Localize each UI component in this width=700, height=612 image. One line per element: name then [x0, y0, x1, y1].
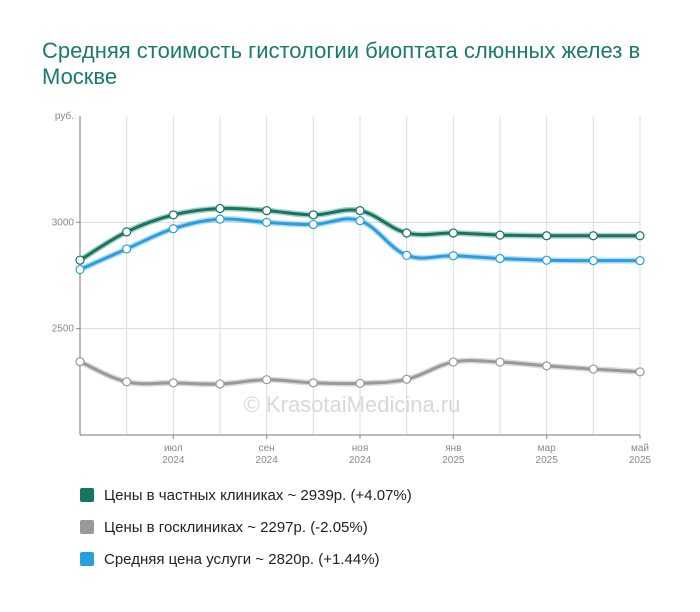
- data-point-average: [215, 214, 225, 224]
- chart-title: Средняя стоимость гистологии биоптата сл…: [42, 38, 641, 89]
- x-tick-label-month: сен: [259, 443, 275, 454]
- data-point-public: [308, 378, 318, 388]
- x-tick-label-month: янв: [445, 443, 461, 454]
- data-point-public: [542, 361, 552, 371]
- x-tick-label-year: 2025: [442, 455, 465, 466]
- data-point-average: [635, 256, 645, 266]
- data-point-average: [588, 256, 598, 266]
- data-point-average: [168, 224, 178, 234]
- data-point-private: [75, 255, 85, 265]
- data-point-average: [402, 250, 412, 260]
- legend: Цены в частных клиниках ~ 2939р. (+4.07%…: [80, 484, 412, 580]
- data-point-public: [168, 378, 178, 388]
- legend-label-public: Цены в госклиниках ~ 2297р. (-2.05%): [104, 518, 368, 536]
- x-tick-label-month: май: [631, 443, 649, 454]
- data-point-private: [402, 228, 412, 238]
- data-point-public: [402, 374, 412, 384]
- data-point-public: [635, 367, 645, 377]
- data-point-private: [262, 206, 272, 216]
- data-point-private: [122, 227, 132, 237]
- legend-label-average: Средняя цена услуги ~ 2820р. (+1.44%): [104, 550, 380, 568]
- data-point-private: [635, 231, 645, 241]
- y-axis-unit: руб.: [55, 110, 74, 122]
- data-point-private: [495, 230, 505, 240]
- data-point-average: [262, 217, 272, 227]
- legend-swatch-private: [80, 488, 94, 502]
- data-point-private: [215, 203, 225, 214]
- x-tick-label-year: 2024: [349, 455, 372, 466]
- x-tick-label-year: 2025: [536, 455, 559, 466]
- data-point-public: [75, 357, 85, 367]
- data-point-average: [75, 264, 85, 275]
- data-point-average: [448, 251, 458, 261]
- data-point-public: [355, 378, 365, 388]
- x-tick-label-month: ноя: [352, 443, 369, 454]
- data-point-public: [495, 357, 505, 367]
- legend-swatch-average: [80, 552, 94, 566]
- data-point-private: [308, 210, 318, 220]
- data-point-average: [122, 244, 132, 254]
- legend-item-public[interactable]: Цены в госклиниках ~ 2297р. (-2.05%): [80, 516, 412, 538]
- data-point-average: [308, 219, 318, 230]
- x-tick-label-year: 2025: [629, 455, 652, 466]
- x-tick-label-year: 2024: [256, 455, 279, 466]
- data-point-average: [542, 255, 552, 265]
- series-group: [75, 203, 645, 389]
- data-point-average: [355, 216, 365, 226]
- axes: 25003000руб.июл2024сен2024ноя2024янв2025…: [52, 110, 652, 466]
- data-point-private: [168, 210, 178, 220]
- data-point-private: [588, 231, 598, 241]
- legend-swatch-public: [80, 520, 94, 534]
- y-tick-label: 3000: [52, 217, 75, 228]
- data-point-private: [542, 231, 552, 241]
- data-point-public: [262, 375, 272, 385]
- data-point-public: [448, 357, 458, 367]
- data-point-public: [588, 364, 598, 374]
- data-point-average: [495, 253, 505, 264]
- x-tick-label-year: 2024: [162, 455, 185, 466]
- data-point-private: [355, 206, 365, 216]
- x-tick-label-month: мар: [538, 443, 556, 454]
- watermark: © KrasotaiMedicina.ru: [244, 392, 461, 417]
- x-tick-label-month: июл: [164, 443, 183, 454]
- data-point-public: [215, 379, 225, 389]
- legend-item-private[interactable]: Цены в частных клиниках ~ 2939р. (+4.07%…: [80, 484, 412, 506]
- legend-item-average[interactable]: Средняя цена услуги ~ 2820р. (+1.44%): [80, 548, 412, 570]
- data-point-public: [122, 377, 132, 387]
- data-point-private: [448, 228, 458, 238]
- y-tick-label: 2500: [52, 324, 75, 335]
- legend-label-private: Цены в частных клиниках ~ 2939р. (+4.07%…: [104, 486, 412, 504]
